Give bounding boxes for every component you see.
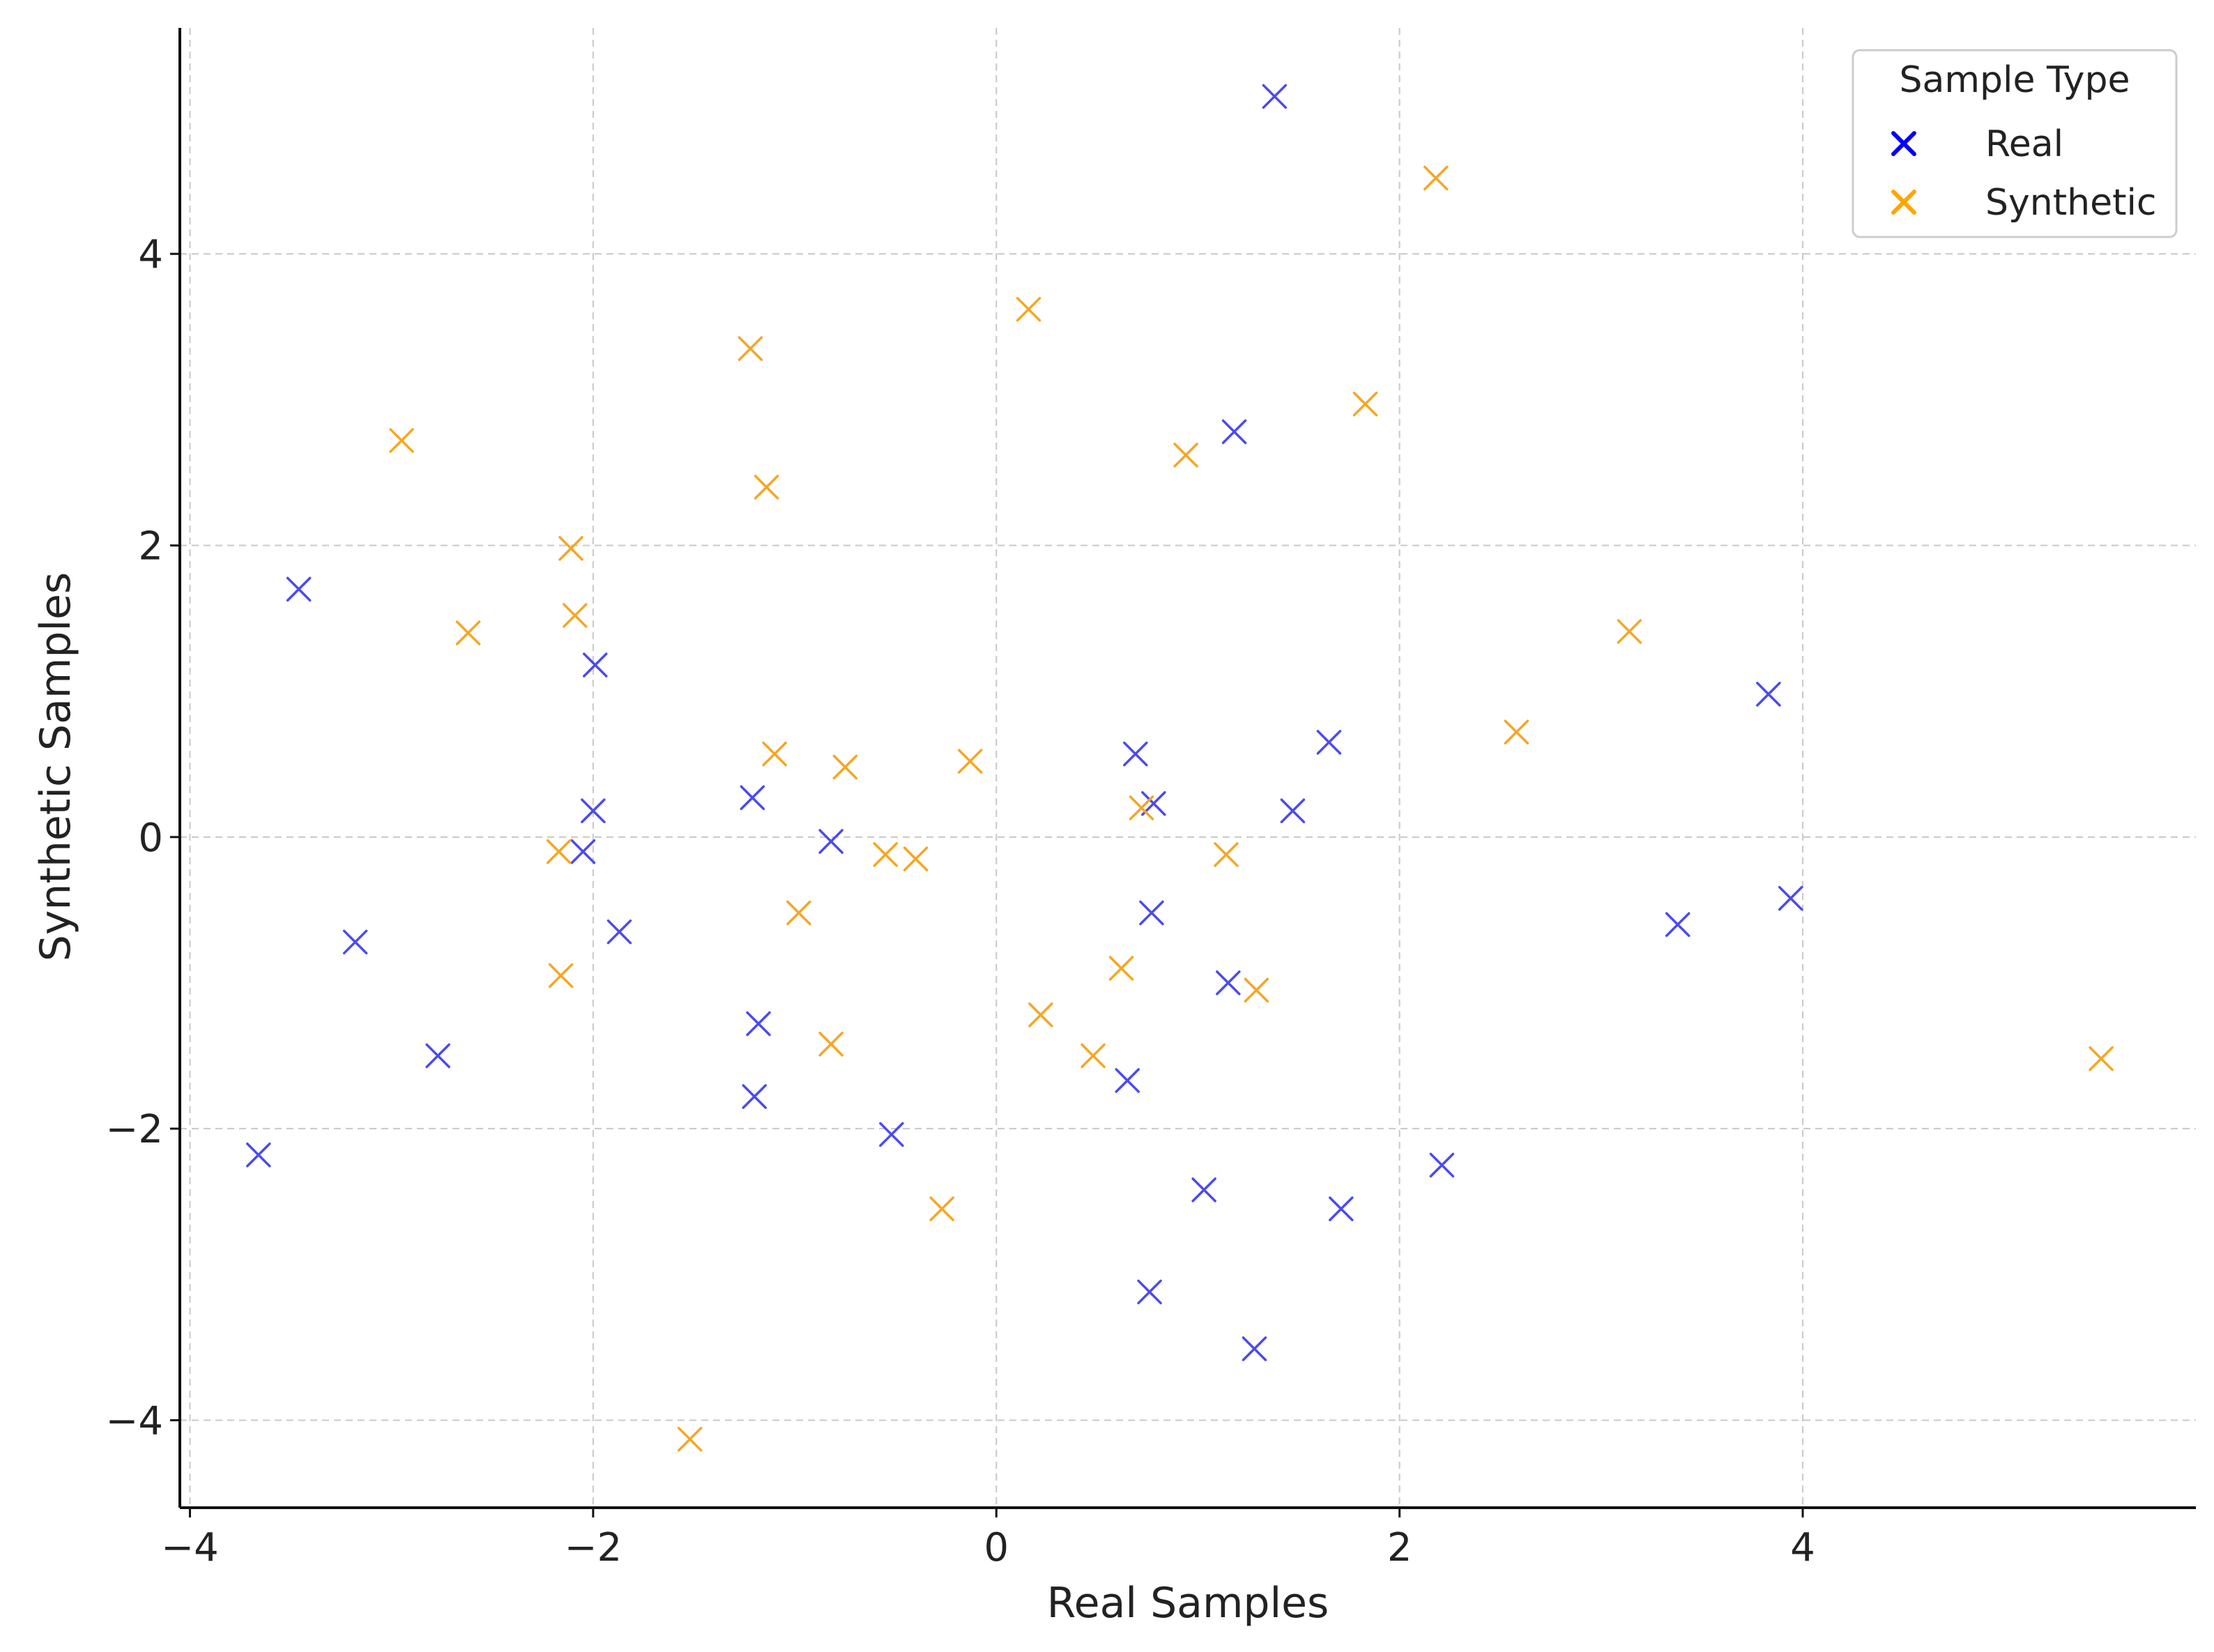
data-point-synthetic <box>2089 1046 2114 1071</box>
data-point-synthetic <box>389 428 414 453</box>
data-point-synthetic <box>558 535 583 561</box>
y-tick-label: −2 <box>105 1107 163 1152</box>
legend-label-real: Real <box>1985 123 2063 165</box>
data-point-synthetic <box>786 900 811 926</box>
legend-marker-synthetic <box>1891 190 1916 215</box>
series-synthetic <box>389 165 2114 1452</box>
data-point-synthetic <box>1173 443 1198 468</box>
data-point-real <box>746 1011 771 1037</box>
data-point-synthetic <box>1129 795 1154 820</box>
grid-lines <box>180 28 2196 1508</box>
data-point-synthetic <box>1016 296 1041 322</box>
data-point-real <box>342 929 368 955</box>
data-point-synthetic <box>873 842 898 867</box>
y-axis-label: Synthetic Samples <box>31 572 80 962</box>
data-point-real <box>742 1084 767 1109</box>
x-tick-label: 0 <box>984 1525 1009 1570</box>
data-point-synthetic <box>1108 956 1134 981</box>
data-point-real <box>570 839 596 864</box>
data-point-synthetic <box>1244 977 1269 1003</box>
y-tick-label: −4 <box>105 1399 163 1444</box>
data-point-real <box>581 798 606 823</box>
data-point-real <box>583 652 608 678</box>
data-point-synthetic <box>957 749 983 774</box>
data-point-real <box>1756 682 1781 707</box>
data-point-real <box>286 576 312 602</box>
legend-marker-real <box>1891 131 1916 156</box>
x-axis-label: Real Samples <box>1047 1579 1329 1628</box>
series-real <box>246 84 1803 1361</box>
data-point-synthetic <box>455 620 481 645</box>
legend-box <box>1852 49 2178 238</box>
legend-title: Sample Type <box>1900 59 2130 101</box>
data-point-real <box>1221 419 1247 445</box>
legend: Sample Type Real Synthetic <box>1852 49 2178 238</box>
data-point-real <box>246 1142 271 1168</box>
data-point-real <box>1316 730 1342 755</box>
x-tick-label: 2 <box>1387 1525 1412 1570</box>
data-point-real <box>1665 912 1690 938</box>
data-point-real <box>1778 885 1803 911</box>
data-point-real <box>1123 741 1148 767</box>
data-point-synthetic <box>1504 719 1529 745</box>
data-point-synthetic <box>1423 165 1449 191</box>
data-point-synthetic <box>1352 391 1378 417</box>
data-point-synthetic <box>1081 1043 1106 1069</box>
data-point-synthetic <box>1028 1002 1053 1027</box>
data-point-real <box>1242 1336 1267 1361</box>
data-point-synthetic <box>546 839 572 864</box>
y-tick-label: 4 <box>138 232 163 277</box>
data-point-synthetic <box>762 741 787 767</box>
data-point-synthetic <box>929 1196 954 1221</box>
data-point-real <box>1139 900 1164 926</box>
data-point-real <box>1280 798 1306 823</box>
tick-labels: −4 −2 0 2 4 −4 −2 0 2 4 <box>105 232 1815 1570</box>
data-point-real <box>1115 1068 1140 1093</box>
data-point-synthetic <box>832 754 858 780</box>
x-tick-label: 4 <box>1790 1525 1815 1570</box>
data-point-real <box>425 1043 450 1069</box>
data-point-real <box>740 785 765 811</box>
x-tick-label: −2 <box>565 1525 623 1570</box>
data-point-synthetic <box>754 475 779 500</box>
legend-label-synthetic: Synthetic <box>1985 182 2157 224</box>
data-point-real <box>1262 84 1288 109</box>
y-tick-label: 2 <box>138 524 163 569</box>
data-point-synthetic <box>548 963 574 988</box>
data-point-synthetic <box>903 846 929 871</box>
legend-entries: Real Synthetic <box>1891 123 2157 224</box>
data-point-synthetic <box>738 336 763 361</box>
data-point-real <box>1191 1177 1216 1202</box>
data-point-synthetic <box>1214 842 1239 867</box>
x-tick-label: −4 <box>161 1525 219 1570</box>
data-points <box>246 84 2114 1452</box>
axes <box>178 28 2196 1509</box>
data-point-real <box>606 919 632 944</box>
data-point-synthetic <box>818 1032 843 1057</box>
data-point-synthetic <box>1617 619 1642 644</box>
data-point-real <box>1429 1152 1455 1178</box>
data-point-real <box>879 1122 904 1147</box>
data-point-real <box>1329 1196 1354 1221</box>
data-point-synthetic <box>563 603 588 628</box>
data-point-real <box>1137 1279 1162 1305</box>
data-point-real <box>818 829 843 854</box>
y-tick-label: 0 <box>138 816 163 861</box>
data-point-synthetic <box>677 1426 703 1452</box>
data-point-real <box>1216 970 1241 995</box>
